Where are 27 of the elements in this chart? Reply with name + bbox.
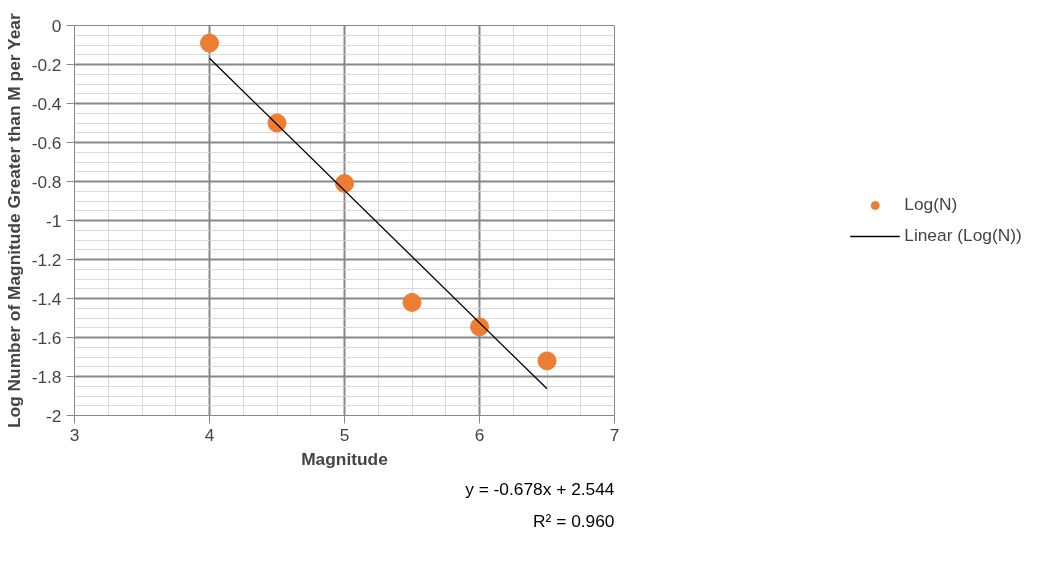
x-tick-label: 4 — [204, 424, 215, 445]
y-tick-label: 0 — [51, 15, 62, 36]
legend-label: Log(N) — [904, 194, 958, 215]
y-tick-label: -1 — [46, 210, 62, 231]
point — [537, 351, 557, 371]
x-tick-label: 6 — [474, 424, 485, 445]
x-tick-label: 5 — [339, 424, 350, 445]
y-tick-label: -1.2 — [31, 249, 62, 270]
y-tick-label: -0.2 — [31, 54, 62, 75]
x-tick-label: 7 — [609, 424, 620, 445]
y-tick-label: -0.4 — [31, 93, 62, 114]
y-axis-title: Log Number of Magnitude Greater than M per Year — [3, 13, 24, 428]
x-axis-title: Magnitude — [301, 448, 389, 469]
point — [402, 292, 422, 312]
legend-label: Linear (Log(N)) — [904, 225, 1022, 246]
y-tick-label: -0.6 — [31, 132, 62, 153]
x-tick-label: 3 — [69, 424, 80, 445]
point — [335, 173, 354, 193]
y-tick-label: -1.8 — [31, 366, 62, 387]
point — [200, 33, 219, 53]
point — [470, 317, 489, 337]
y-tick-label: -1.6 — [31, 327, 62, 348]
text: y = -0.678x + 2.544 R² = 0.960 — [465, 478, 615, 531]
y-tick-label: -1.4 — [31, 288, 62, 309]
point — [267, 113, 287, 133]
y-tick-label: -0.8 — [31, 171, 62, 192]
y-tick-label: -2 — [46, 405, 62, 426]
